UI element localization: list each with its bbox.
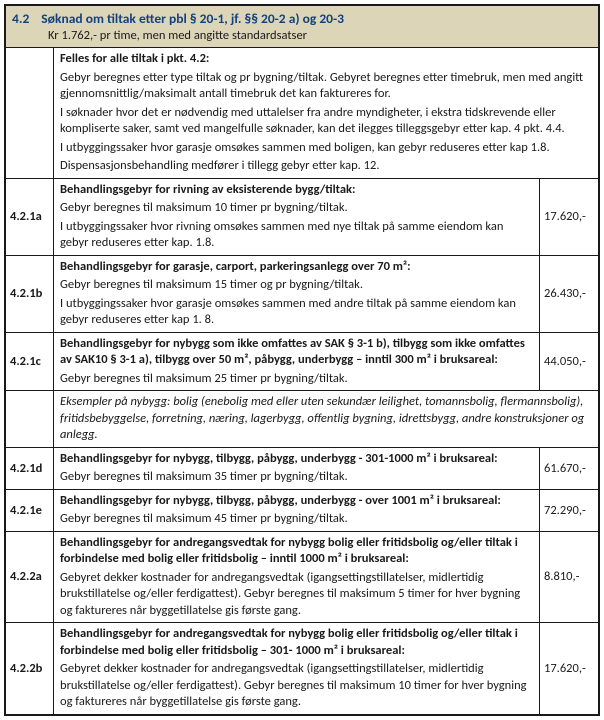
row-title: Behandlingsgebyr for garasje, carport, p… [60, 259, 533, 276]
felles-p3: I utbyggingssaker hvor garasje omsøkes s… [60, 140, 592, 157]
row-price: 26.430,- [540, 256, 598, 332]
row-code: 4.2.1c [6, 333, 54, 391]
row-price: 61.670,- [540, 448, 598, 489]
row-code: 4.2.2b [6, 623, 54, 714]
row-421e: 4.2.1e Behandlingsgebyr for nybygg, tilb… [6, 490, 598, 532]
felles-p2: I søknader hvor det er nødvendig med utt… [60, 105, 592, 138]
fee-table: 4.2 Søknad om tiltak etter pbl § 20-1, j… [4, 4, 600, 716]
row-code: 4.2.1a [6, 179, 54, 255]
row-421d: 4.2.1d Behandlingsgebyr for nybygg, tilb… [6, 448, 598, 490]
row-body: Behandlingsgebyr for nybygg, tilbygg, på… [54, 448, 540, 489]
row-421c-example: Eksempler på nybygg: bolig (enebolig med… [6, 391, 598, 448]
row-price: 8.810,- [540, 532, 598, 623]
row-example: Eksempler på nybygg: bolig (enebolig med… [60, 394, 592, 444]
row-felles: Felles for alle tiltak i pkt. 4.2: Gebyr… [6, 48, 598, 179]
row-title: Behandlingsgebyr for andregangsvedtak fo… [60, 535, 533, 568]
row-body: Behandlingsgebyr for rivning av eksister… [54, 179, 540, 255]
felles-title: Felles for alle tiltak i pkt. 4.2: [60, 51, 592, 68]
row-code: 4.2.2a [6, 532, 54, 623]
row-p: Gebyr beregnes til maksimum 15 timer og … [60, 277, 533, 294]
row-body: Eksempler på nybygg: bolig (enebolig med… [54, 391, 598, 447]
row-code: 4.2.1b [6, 256, 54, 332]
row-p: Gebyret dekker kostnader for andregangsv… [60, 661, 533, 711]
row-title: Behandlingsgebyr for nybygg som ikke omf… [60, 336, 533, 369]
row-price: 72.290,- [540, 490, 598, 531]
section-subtitle: Kr 1.762,- pr time, men med angitte stan… [48, 27, 592, 43]
row-p: Gebyr beregnes til maksimum 25 timer pr … [60, 371, 533, 388]
row-p: Gebyr beregnes til maksimum 10 timer pr … [60, 200, 533, 217]
row-price: 17.620,- [540, 623, 598, 714]
row-p: I utbyggingssaker hvor garasje omsøkes s… [60, 296, 533, 329]
row-code: 4.2.1d [6, 448, 54, 489]
row-body: Behandlingsgebyr for andregangsvedtak fo… [54, 623, 540, 714]
row-title: Behandlingsgebyr for nybygg, tilbygg, på… [60, 493, 533, 510]
row-code [6, 48, 54, 178]
section-number: 4.2 [12, 10, 29, 27]
section-header: 4.2 Søknad om tiltak etter pbl § 20-1, j… [5, 5, 599, 48]
row-price: 44.050,- [540, 333, 598, 391]
row-body: Behandlingsgebyr for garasje, carport, p… [54, 256, 540, 332]
section-title: Søknad om tiltak etter pbl § 20-1, jf. §… [41, 10, 344, 27]
row-422b: 4.2.2b Behandlingsgebyr for andregangsve… [6, 623, 598, 714]
row-title: Behandlingsgebyr for nybygg, tilbygg, på… [60, 451, 533, 468]
row-body: Felles for alle tiltak i pkt. 4.2: Gebyr… [54, 48, 598, 178]
row-code: 4.2.1e [6, 490, 54, 531]
felles-p1: Gebyr beregnes etter type tiltak og pr b… [60, 70, 592, 103]
table-body: Felles for alle tiltak i pkt. 4.2: Gebyr… [5, 48, 599, 715]
row-421a: 4.2.1a Behandlingsgebyr for rivning av e… [6, 179, 598, 256]
row-title: Behandlingsgebyr for andregangsvedtak fo… [60, 626, 533, 659]
row-title: Behandlingsgebyr for rivning av eksister… [60, 182, 533, 199]
row-body: Behandlingsgebyr for nybygg, tilbygg, på… [54, 490, 540, 531]
row-p: I utbyggingssaker hvor rivning omsøkes s… [60, 219, 533, 252]
row-p: Gebyr beregnes til maksimum 45 timer pr … [60, 511, 533, 528]
row-422a: 4.2.2a Behandlingsgebyr for andregangsve… [6, 532, 598, 624]
row-body: Behandlingsgebyr for andregangsvedtak fo… [54, 532, 540, 623]
row-p: Gebyret dekker kostnader for andregangsv… [60, 570, 533, 620]
felles-p4: Dispensasjonsbehandling medfører i tille… [60, 158, 592, 175]
row-code [6, 391, 54, 447]
row-421c: 4.2.1c Behandlingsgebyr for nybygg som i… [6, 333, 598, 392]
row-price: 17.620,- [540, 179, 598, 255]
row-421b: 4.2.1b Behandlingsgebyr for garasje, car… [6, 256, 598, 333]
row-p: Gebyr beregnes til maksimum 35 timer pr … [60, 469, 533, 486]
row-body: Behandlingsgebyr for nybygg som ikke omf… [54, 333, 540, 391]
